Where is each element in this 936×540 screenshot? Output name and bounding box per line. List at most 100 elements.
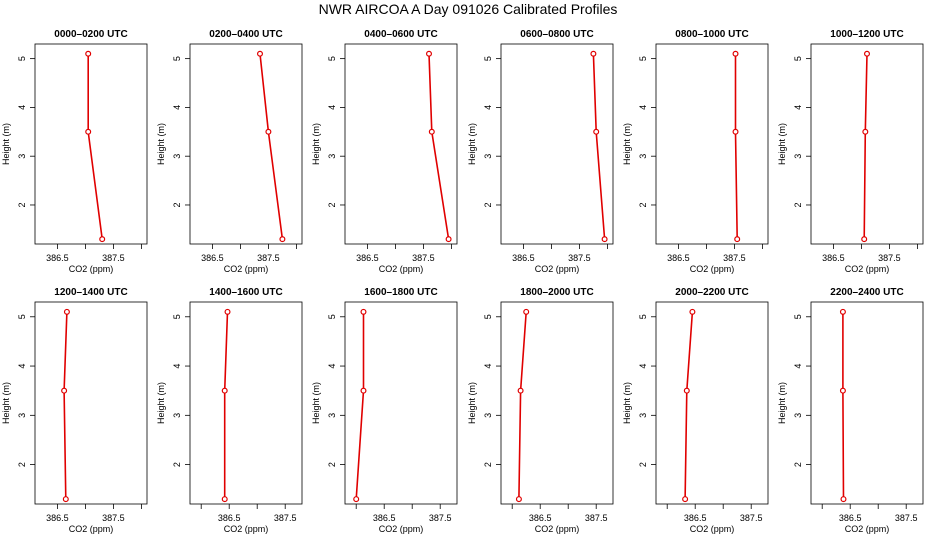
x-axis-label: CO2 (ppm) <box>224 524 269 534</box>
profile-line <box>518 311 527 500</box>
data-point <box>839 308 846 315</box>
panel-title: 0200–0400 UTC <box>209 29 282 40</box>
data-point <box>426 50 433 57</box>
profile-line <box>734 53 738 240</box>
y-axis-label: Height (m) <box>311 123 321 165</box>
x-tick-label: 387.5 <box>102 253 125 263</box>
x-tick-label: 387.5 <box>895 513 918 523</box>
plot-frame <box>655 43 769 245</box>
y-tick-label: 4 <box>327 364 337 369</box>
plot-frame <box>500 43 614 245</box>
data-point <box>515 496 522 503</box>
plot-frame <box>810 43 924 245</box>
profile-line <box>592 53 606 240</box>
y-tick-label: 5 <box>638 314 648 319</box>
y-tick-label: 5 <box>793 56 803 61</box>
data-point <box>279 236 286 243</box>
plot-frame <box>34 301 148 505</box>
data-point <box>85 128 92 135</box>
y-axis-label: Height (m) <box>1 382 11 424</box>
y-axis-label: Height (m) <box>467 123 477 165</box>
profile-line <box>863 53 868 240</box>
x-axis-label: CO2 (ppm) <box>379 264 424 274</box>
y-tick-label: 5 <box>172 314 182 319</box>
y-tick-label: 2 <box>638 462 648 467</box>
y-tick-label: 3 <box>327 154 337 159</box>
x-tick-label: 386.5 <box>667 253 690 263</box>
y-tick-label: 3 <box>638 154 648 159</box>
data-point <box>265 128 272 135</box>
plot-frame <box>810 301 924 505</box>
y-tick-label: 3 <box>793 154 803 159</box>
panel-title: 1800–2000 UTC <box>520 287 593 298</box>
x-tick-label: 386.5 <box>529 513 552 523</box>
data-point <box>85 50 92 57</box>
profile-line <box>63 311 68 500</box>
y-tick-label: 5 <box>483 56 493 61</box>
y-tick-label: 2 <box>483 462 493 467</box>
data-point <box>99 236 106 243</box>
data-point <box>517 387 524 394</box>
panel: 2200–2400 UTC 2 3 4 5 386.5 387.5 CO2 (ppm) Heig… <box>777 287 924 534</box>
y-tick-label: 3 <box>17 154 27 159</box>
x-tick-label: 386.5 <box>218 513 241 523</box>
profile-line <box>842 311 845 500</box>
y-tick-label: 3 <box>17 413 27 418</box>
y-tick-label: 2 <box>172 462 182 467</box>
data-point <box>683 387 690 394</box>
plot-frame <box>189 43 303 245</box>
y-tick-label: 2 <box>793 462 803 467</box>
data-point <box>523 308 530 315</box>
panel-title: 2200–2400 UTC <box>830 287 903 298</box>
data-point <box>732 128 739 135</box>
y-axis-label: Height (m) <box>467 382 477 424</box>
data-point <box>353 496 360 503</box>
x-axis-label: CO2 (ppm) <box>69 524 114 534</box>
y-tick-label: 2 <box>17 202 27 207</box>
data-point <box>428 128 435 135</box>
y-tick-label: 2 <box>483 202 493 207</box>
panel-title: 1000–1200 UTC <box>830 29 903 40</box>
y-axis-label: Height (m) <box>156 382 166 424</box>
data-point <box>861 236 868 243</box>
panel-title: 0400–0600 UTC <box>364 29 437 40</box>
x-tick-label: 386.5 <box>822 253 845 263</box>
data-point <box>593 128 600 135</box>
plot-frame <box>344 301 458 505</box>
data-point <box>839 387 846 394</box>
y-tick-label: 3 <box>483 154 493 159</box>
data-point <box>221 496 228 503</box>
y-tick-label: 4 <box>327 105 337 110</box>
data-point <box>682 496 689 503</box>
data-point <box>732 50 739 57</box>
plot-frame <box>655 301 769 505</box>
data-point <box>224 308 231 315</box>
y-tick-label: 2 <box>638 202 648 207</box>
y-tick-label: 3 <box>172 154 182 159</box>
y-tick-label: 3 <box>483 413 493 418</box>
y-tick-label: 3 <box>327 413 337 418</box>
y-tick-label: 2 <box>172 202 182 207</box>
panel-title: 0600–0800 UTC <box>520 29 593 40</box>
y-axis-label: Height (m) <box>156 123 166 165</box>
panel-title: 2000–2200 UTC <box>675 287 748 298</box>
x-tick-label: 387.5 <box>878 253 901 263</box>
x-tick-label: 387.5 <box>585 513 608 523</box>
x-tick-label: 386.5 <box>201 253 224 263</box>
panel: 1800–2000 UTC 2 3 4 5 386.5 387.5 CO2 (ppm) Heig… <box>467 287 614 534</box>
y-tick-label: 4 <box>638 364 648 369</box>
x-axis-label: CO2 (ppm) <box>845 264 890 274</box>
data-point <box>61 387 68 394</box>
profile-line <box>684 311 694 500</box>
y-axis-label: Height (m) <box>777 382 787 424</box>
x-tick-label: 386.5 <box>684 513 707 523</box>
x-axis-label: CO2 (ppm) <box>535 524 580 534</box>
y-tick-label: 5 <box>17 314 27 319</box>
x-tick-label: 386.5 <box>512 253 535 263</box>
y-tick-label: 2 <box>327 462 337 467</box>
